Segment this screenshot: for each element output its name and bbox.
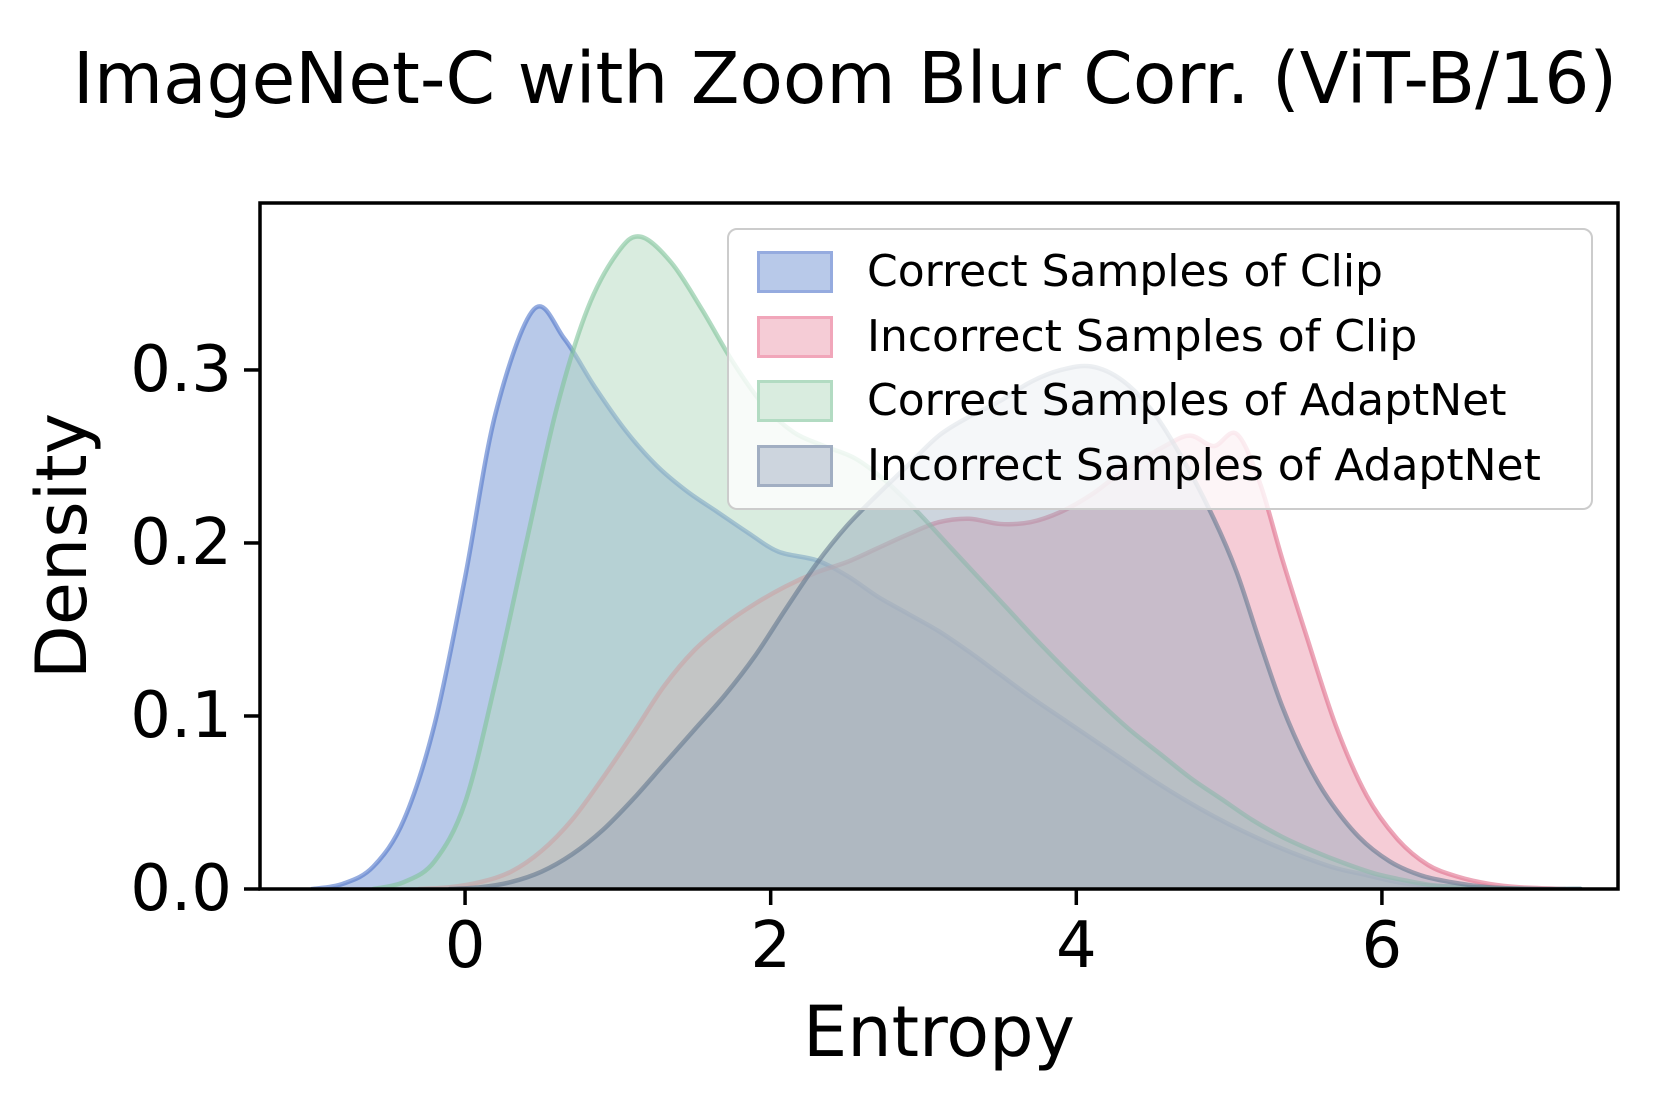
legend-label: Correct Samples of Clip [867,245,1383,297]
x-axis-label: Entropy [803,991,1075,1073]
axes-border [258,201,1620,891]
x-tick-label: 0 [444,909,486,983]
legend-label: Incorrect Samples of AdaptNet [867,440,1541,492]
kde-curves [310,234,1583,889]
legend-entry: Incorrect Samples of AdaptNet [757,437,1591,495]
kde-fill-3 [449,365,1581,889]
y-tick-label: 0.3 [130,332,232,407]
y-tick-label: 0.0 [130,852,232,926]
x-tick-label: 2 [750,909,792,983]
kde-fill-2 [373,236,1581,889]
legend-swatch [757,380,833,423]
chart-title: ImageNet-C with Zoom Blur Corr. (ViT-B/1… [72,37,1618,120]
legend-swatch [757,445,833,488]
legend-label: Incorrect Samples of Clip [867,310,1418,362]
legend: Correct Samples of Clip Incorrect Samples… [727,228,1593,510]
legend-swatch [757,315,833,358]
legend-entry: Incorrect Samples of Clip [757,308,1591,366]
legend-entry: Correct Samples of Clip [757,243,1591,301]
y-tick-label: 0.1 [130,678,232,753]
x-tick-label: 6 [1361,909,1403,983]
legend-label: Correct Samples of AdaptNet [867,375,1507,427]
x-tick-label: 4 [1055,909,1097,983]
legend-swatch [757,250,833,293]
legend-entry: Correct Samples of AdaptNet [757,372,1591,430]
y-tick-label: 0.2 [130,505,232,580]
